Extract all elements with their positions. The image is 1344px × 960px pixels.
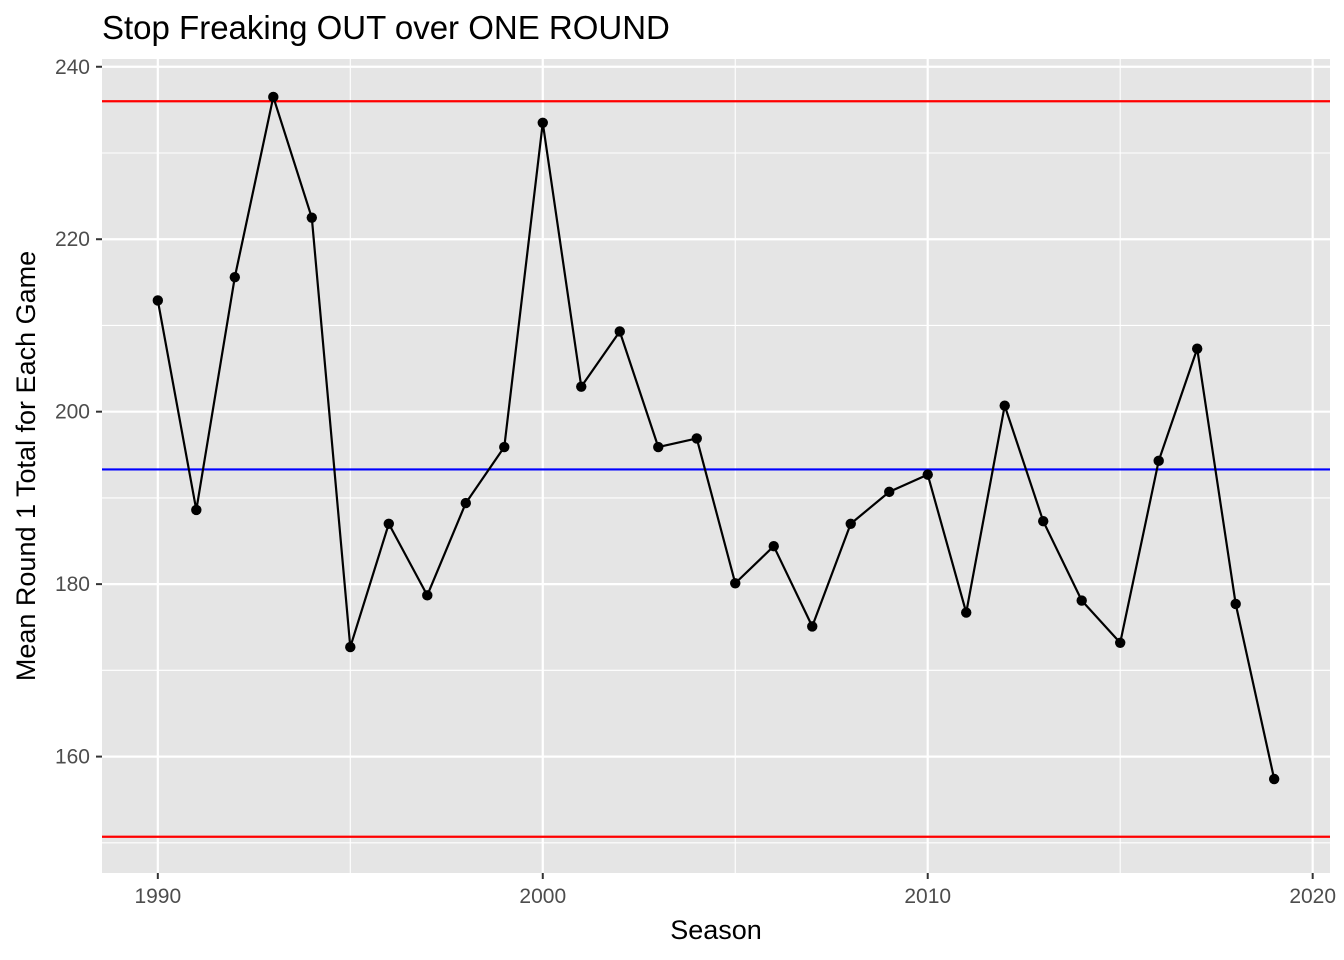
data-point — [383, 518, 394, 529]
data-point — [268, 91, 279, 103]
data-point — [306, 212, 317, 223]
y-axis: 160 180 200 220 240 — [55, 56, 102, 769]
y-tick-label: 240 — [55, 56, 90, 79]
x-tick-label: 2000 — [519, 885, 566, 908]
data-point — [922, 469, 933, 480]
data-point — [845, 518, 856, 529]
x-tick-label: 2010 — [904, 885, 951, 908]
data-point — [730, 578, 741, 589]
reference-lines — [102, 100, 1330, 838]
y-tick-label: 220 — [55, 228, 90, 251]
x-tick-label: 2020 — [1289, 885, 1336, 908]
y-axis-title: Mean Round 1 Total for Each Game — [11, 251, 41, 681]
data-point — [1191, 343, 1203, 354]
data-point — [1268, 773, 1280, 785]
data-point — [807, 621, 818, 632]
series-group — [152, 91, 1280, 785]
data-point — [1115, 637, 1126, 648]
series-line — [156, 95, 1276, 780]
data-point — [460, 497, 471, 509]
data-point — [999, 400, 1010, 411]
data-point — [422, 590, 433, 601]
chart-title: Stop Freaking OUT over ONE ROUND — [102, 9, 670, 46]
data-point — [229, 271, 241, 283]
y-tick-label: 200 — [55, 401, 90, 424]
data-point — [499, 441, 510, 453]
data-point — [653, 441, 664, 453]
grid-major — [102, 59, 1330, 873]
data-point — [884, 486, 895, 498]
data-point — [576, 381, 587, 392]
data-point — [191, 504, 202, 516]
x-axis-title: Season — [670, 915, 762, 945]
data-point — [1076, 595, 1087, 606]
grid-minor — [102, 59, 1330, 873]
data-point — [537, 117, 548, 129]
data-point — [1230, 598, 1241, 610]
y-tick-label: 180 — [55, 573, 90, 596]
data-point — [614, 326, 625, 337]
data-point — [152, 295, 164, 306]
plot-panel — [102, 59, 1330, 873]
data-point — [1153, 455, 1164, 467]
x-tick-label: 1990 — [134, 885, 181, 908]
data-point — [1038, 515, 1049, 527]
x-axis: 1990 2000 2010 2020 — [134, 873, 1336, 908]
data-point — [961, 607, 972, 618]
data-point — [691, 433, 702, 444]
data-point — [768, 540, 779, 552]
data-point — [345, 641, 356, 653]
y-tick-label: 160 — [55, 746, 90, 769]
